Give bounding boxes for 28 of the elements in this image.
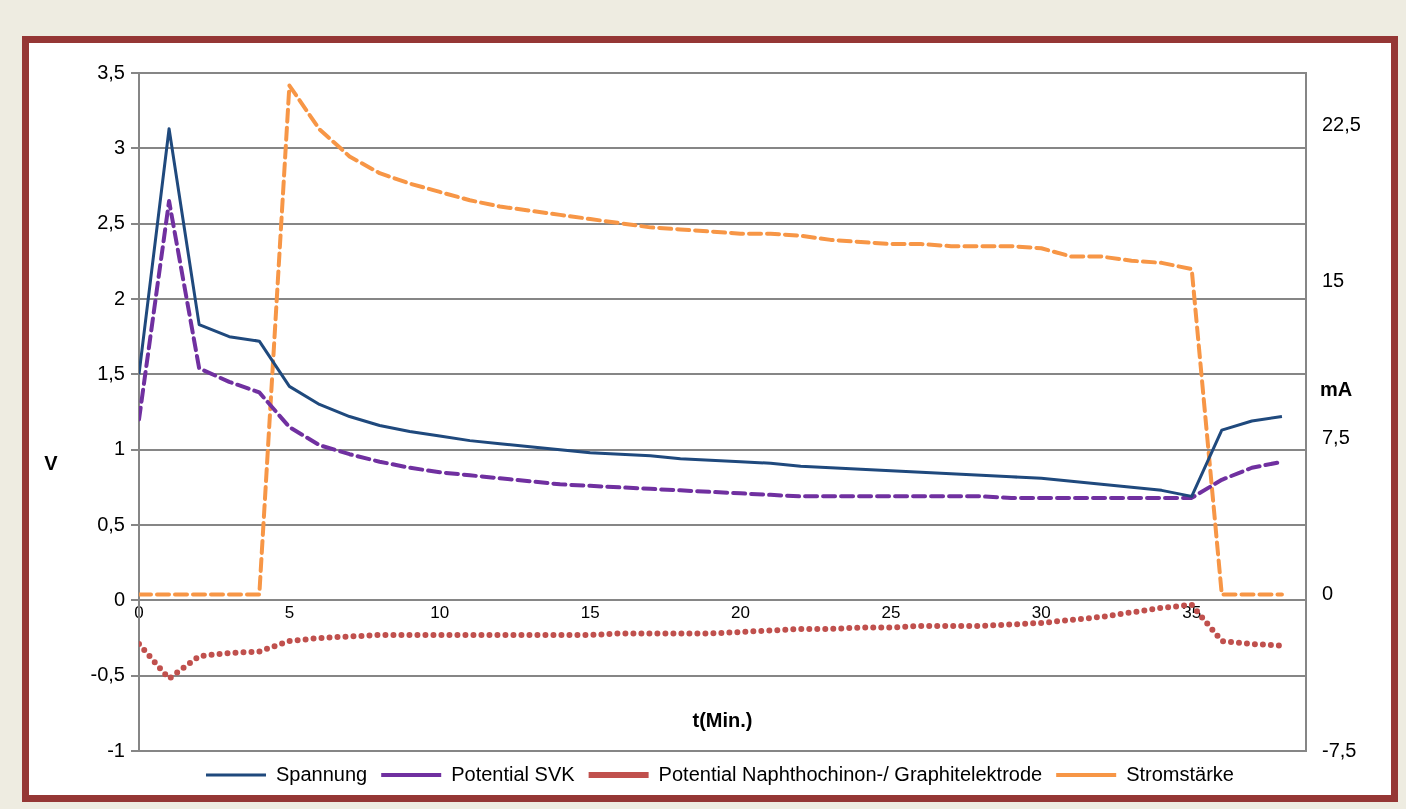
y-tick-label: 2,5 — [97, 211, 125, 234]
legend-label: Potential SVK — [451, 762, 576, 785]
y2-tick-label: 0 — [1322, 582, 1334, 605]
y-tick-label: 1,5 — [97, 361, 125, 384]
y2-axis-title: mA — [1320, 377, 1353, 400]
y2-tick-label: 7,5 — [1322, 425, 1350, 448]
y-tick-label: 1 — [113, 437, 125, 460]
x-tick-label: 30 — [1031, 603, 1051, 623]
legend-label: Stromstärke — [1126, 762, 1234, 785]
x-tick-label: 25 — [881, 603, 901, 623]
y-tick-label: 3 — [113, 135, 125, 158]
x-tick-label: 10 — [430, 603, 450, 623]
x-tick-label: 5 — [284, 603, 295, 623]
x-tick-label: 15 — [580, 603, 600, 623]
y2-tick-label: 22,5 — [1322, 112, 1361, 135]
y-tick-label: -1 — [107, 738, 125, 761]
y2-tick-label: 15 — [1322, 269, 1345, 292]
y-tick-label: -0,5 — [90, 663, 125, 686]
y-tick-label: 2 — [113, 286, 125, 309]
y-tick-label: 3,5 — [97, 60, 125, 83]
line-series — [139, 83, 1284, 597]
x-axis-title: t(Min.) — [692, 708, 753, 731]
y-tick-label: 0,5 — [97, 512, 125, 535]
x-tick-label: 20 — [731, 603, 751, 623]
legend-label: Spannung — [276, 762, 368, 785]
y2-tick-label: -7,5 — [1322, 738, 1357, 761]
y-axis-title: V — [44, 452, 59, 475]
legend-label: Potential Naphthochinon-/ Graphitelektrode — [658, 762, 1043, 785]
